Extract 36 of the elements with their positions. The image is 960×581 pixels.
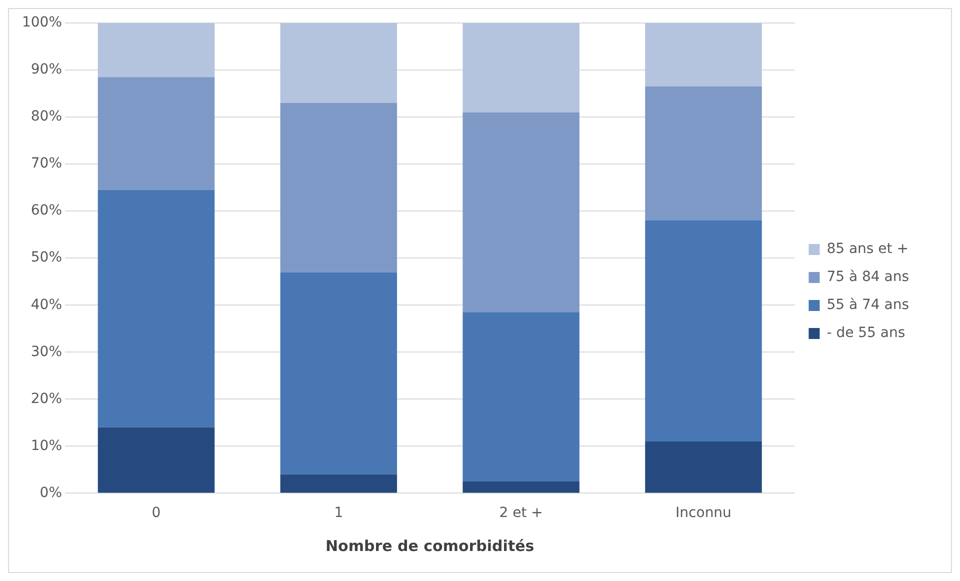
bar — [98, 77, 215, 190]
y-tick-label: 60% — [30, 202, 62, 219]
x-tick-label: 1 — [334, 505, 344, 522]
x-tick-label: 2 et + — [499, 505, 543, 522]
bar — [462, 23, 580, 112]
bar — [645, 441, 762, 493]
y-tick-label: 70% — [30, 156, 62, 172]
legend-label: - de 55 ans — [826, 325, 906, 342]
bar — [280, 23, 398, 103]
legend-label: 85 ans et + — [826, 241, 908, 258]
bar — [280, 102, 398, 272]
bar — [462, 481, 580, 493]
bar — [645, 220, 762, 442]
y-tick-label: 90% — [30, 62, 62, 78]
y-tick-label: 10% — [30, 438, 62, 454]
bar — [98, 427, 215, 493]
bar — [462, 312, 580, 482]
y-tick-label: 80% — [30, 108, 62, 125]
y-tick-label: 0% — [40, 484, 62, 501]
y-tick-label: 20% — [30, 390, 62, 407]
x-tick-label: 0 — [152, 505, 161, 522]
y-tick-label: 40% — [30, 296, 62, 313]
bar — [98, 23, 215, 78]
y-tick-label: 50% — [30, 250, 62, 266]
x-axis-title: Nombre de comorbidités — [326, 536, 534, 555]
bar — [645, 23, 762, 86]
legend-label: 55 à 74 ans — [826, 297, 910, 314]
bar — [462, 112, 580, 312]
y-tick-label: 30% — [30, 344, 62, 360]
bar — [645, 86, 762, 220]
bar — [98, 190, 215, 428]
y-tick-label: 100% — [22, 14, 62, 31]
bar — [280, 474, 398, 493]
legend-label: 75 à 84 ans — [826, 269, 910, 286]
bar — [280, 272, 398, 474]
x-tick-label: Inconnu — [676, 505, 732, 522]
